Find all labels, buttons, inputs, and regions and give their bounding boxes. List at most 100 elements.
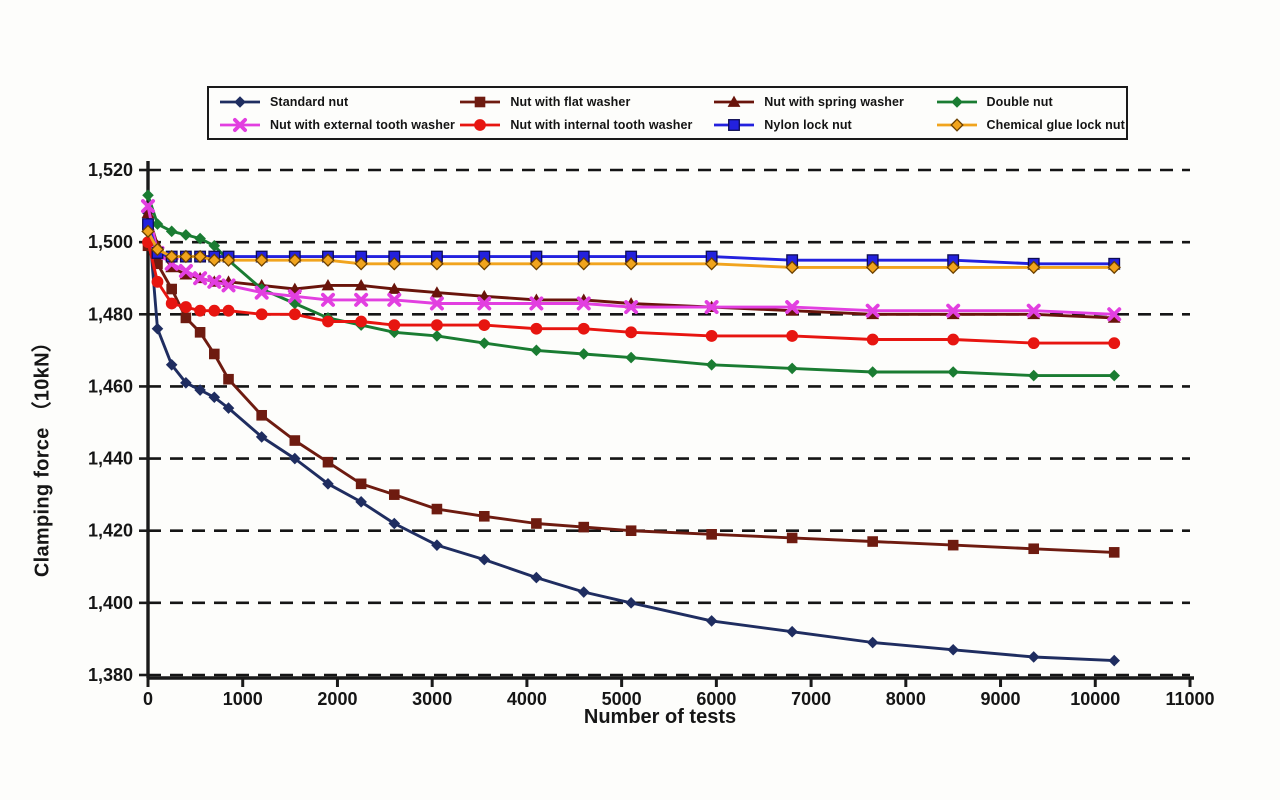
data-point-nut-with-external-tooth-washer xyxy=(1026,303,1041,318)
data-point-standard-nut xyxy=(165,358,178,371)
x-tick-label: 5000 xyxy=(602,689,642,709)
data-point-nut-with-external-tooth-washer xyxy=(529,296,544,311)
data-point-nut-with-internal-tooth-washer xyxy=(705,330,718,342)
legend-label: Nut with spring washer xyxy=(764,94,905,109)
data-point-nut-with-internal-tooth-washer xyxy=(222,304,235,317)
data-point-chemical-glue-lock-nut xyxy=(430,257,444,271)
data-point-nut-with-flat-washer xyxy=(289,435,301,446)
y-tick-label: 1,520 xyxy=(88,160,133,180)
data-point-nut-with-internal-tooth-washer xyxy=(478,319,491,332)
y-tick-label: 1,380 xyxy=(88,665,133,685)
data-point-nut-with-flat-washer xyxy=(431,503,443,515)
legend-label: Double nut xyxy=(986,94,1053,109)
data-point-chemical-glue-lock-nut xyxy=(1026,260,1041,275)
data-point-nut-with-external-tooth-washer xyxy=(287,289,302,304)
data-point-double-nut xyxy=(208,239,221,252)
data-point-chemical-glue-lock-nut xyxy=(529,257,544,271)
legend-item-nut-with-flat-washer: Nut with flat washer xyxy=(459,94,713,110)
series-nut-with-internal-tooth-washer xyxy=(142,236,1121,350)
data-point-double-nut xyxy=(180,229,192,241)
data-point-nut-with-internal-tooth-washer xyxy=(151,275,164,288)
data-point-nut-with-spring-washer xyxy=(321,279,335,291)
data-point-nut-with-external-tooth-washer xyxy=(387,292,402,307)
data-point-double-nut xyxy=(1108,369,1121,382)
legend-marker-nut-with-internal-tooth-washer-icon xyxy=(460,118,501,131)
x-tick-label: 2000 xyxy=(317,689,357,709)
data-point-chemical-glue-lock-nut xyxy=(321,253,335,267)
data-point-double-nut xyxy=(530,344,543,357)
legend-label: Nut with flat washer xyxy=(510,94,631,109)
data-point-nut-with-flat-washer xyxy=(180,312,192,324)
legend-marker-glyph xyxy=(474,118,487,131)
legend-marker-glyph xyxy=(475,96,486,107)
data-point-nut-with-internal-tooth-washer xyxy=(431,319,443,332)
data-point-chemical-glue-lock-nut xyxy=(179,249,193,264)
data-point-nut-with-internal-tooth-washer xyxy=(866,333,879,346)
data-point-nut-with-flat-washer xyxy=(625,525,637,537)
x-tick-label: 1000 xyxy=(223,689,263,709)
data-point-standard-nut xyxy=(705,615,718,627)
legend-label: Nut with internal tooth washer xyxy=(510,117,693,132)
y-tick-label: 1,440 xyxy=(88,449,133,469)
data-point-nut-with-external-tooth-washer xyxy=(477,296,492,311)
legend-marker-glyph xyxy=(234,95,246,108)
legend-item-nut-with-internal-tooth-washer: Nut with internal tooth washer xyxy=(459,117,713,133)
y-tick-label: 1,500 xyxy=(88,232,133,252)
data-point-nut-with-external-tooth-washer xyxy=(254,285,269,300)
data-point-double-nut xyxy=(478,337,491,349)
data-point-nut-with-external-tooth-washer xyxy=(141,199,155,214)
data-point-nut-with-spring-washer xyxy=(387,282,401,294)
data-point-nut-with-internal-tooth-washer xyxy=(388,319,401,332)
data-point-chemical-glue-lock-nut xyxy=(254,253,269,267)
legend-marker-nylon-lock-nut-icon xyxy=(714,118,755,131)
data-point-nut-with-external-tooth-washer xyxy=(429,296,444,311)
data-point-standard-nut xyxy=(1027,651,1040,663)
data-point-double-nut xyxy=(947,366,959,378)
legend-label: Chemical glue lock nut xyxy=(986,117,1125,132)
data-point-nut-with-internal-tooth-washer xyxy=(165,297,178,310)
data-point-nut-with-internal-tooth-washer xyxy=(208,304,221,317)
series-double-nut xyxy=(142,189,1121,382)
legend-marker-nut-with-external-tooth-washer-icon xyxy=(220,117,260,132)
data-point-nut-with-spring-washer xyxy=(430,286,444,298)
legend-marker-double-nut-icon xyxy=(936,95,977,108)
data-point-double-nut xyxy=(142,189,154,202)
chart-legend: Standard nut Nut with flat washer Nut with… xyxy=(207,86,1128,140)
data-point-double-nut xyxy=(1027,369,1040,382)
data-point-double-nut xyxy=(705,358,718,371)
legend-item-chemical-glue-lock-nut: Chemical glue lock nut xyxy=(936,117,1126,133)
data-point-standard-nut xyxy=(194,384,206,396)
data-point-nut-with-external-tooth-washer xyxy=(320,292,335,307)
data-point-standard-nut xyxy=(322,478,334,490)
data-point-chemical-glue-lock-nut xyxy=(477,257,492,271)
y-tick-label: 1,420 xyxy=(88,521,133,541)
legend-item-standard-nut: Standard nut xyxy=(219,94,459,110)
data-point-nut-with-internal-tooth-washer xyxy=(577,322,590,335)
data-point-double-nut xyxy=(289,297,301,310)
data-point-nut-with-internal-tooth-washer xyxy=(530,322,543,335)
x-tick-label: 6000 xyxy=(696,689,736,709)
x-tick-label: 10000 xyxy=(1070,689,1120,709)
data-point-nut-with-flat-washer xyxy=(706,529,717,540)
data-point-double-nut xyxy=(388,326,401,339)
data-point-nut-with-internal-tooth-washer xyxy=(786,330,799,342)
data-point-chemical-glue-lock-nut xyxy=(164,249,179,264)
legend-item-double-nut: Double nut xyxy=(936,94,1126,110)
data-point-standard-nut xyxy=(222,402,235,414)
data-point-double-nut xyxy=(866,366,879,378)
data-point-double-nut xyxy=(577,348,590,360)
data-point-nut-with-flat-washer xyxy=(388,489,400,500)
legend-marker-glyph xyxy=(949,117,964,132)
data-point-nut-with-flat-washer xyxy=(578,521,590,533)
legend-item-nut-with-spring-washer: Nut with spring washer xyxy=(713,94,935,110)
data-point-chemical-glue-lock-nut xyxy=(946,260,960,275)
series-standard-nut xyxy=(142,207,1121,667)
data-point-standard-nut xyxy=(151,322,164,335)
data-point-nut-with-spring-washer xyxy=(354,279,368,291)
data-point-chemical-glue-lock-nut xyxy=(141,224,155,239)
data-point-nut-with-external-tooth-washer xyxy=(865,303,880,318)
data-point-nut-with-flat-washer xyxy=(166,283,177,295)
x-tick-label: 9000 xyxy=(981,689,1021,709)
data-point-nut-with-external-tooth-washer xyxy=(193,271,208,286)
data-point-nut-with-flat-washer xyxy=(531,518,542,529)
